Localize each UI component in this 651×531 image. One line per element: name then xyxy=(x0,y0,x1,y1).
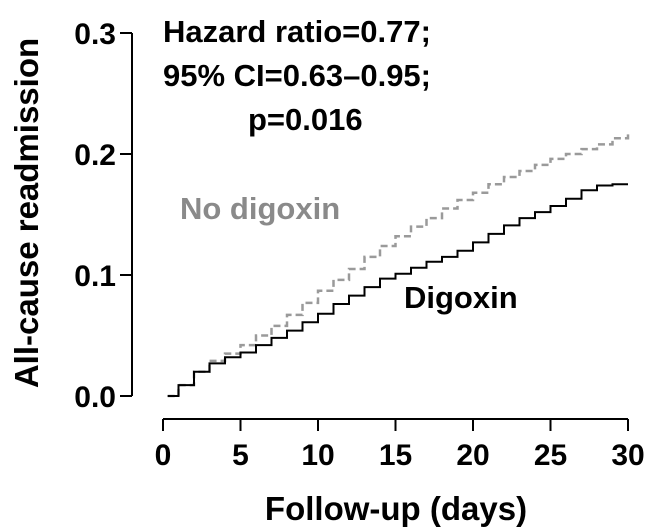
annotation-line-2: 95% CI=0.63–0.95; xyxy=(163,58,431,93)
x-tick-label: 10 xyxy=(301,439,334,472)
annotation-line-3: p=0.016 xyxy=(248,102,363,137)
y-tick-label: 0.3 xyxy=(74,18,116,51)
legend-label-no-digoxin: No digoxin xyxy=(180,191,340,226)
y-tick-label: 0.2 xyxy=(74,139,116,172)
y-tick-label: 0.0 xyxy=(74,381,116,414)
series-line-digoxin xyxy=(167,183,628,397)
axes: 0.0 0.1 0.2 0.3 0 5 10 15 20 25 30 xyxy=(74,18,644,472)
series-line-no-digoxin xyxy=(167,131,630,398)
x-tick-label: 30 xyxy=(611,439,644,472)
x-tick-label: 25 xyxy=(534,439,567,472)
annotation-line-1: Hazard ratio=0.77; xyxy=(163,14,431,49)
x-tick-label: 15 xyxy=(379,439,412,472)
series-layer xyxy=(167,131,630,398)
x-tick-label: 5 xyxy=(232,439,249,472)
legend-label-digoxin: Digoxin xyxy=(404,280,518,315)
x-axis-label: Follow-up (days) xyxy=(265,490,527,527)
x-tick-label: 0 xyxy=(155,439,172,472)
y-axis-label: All-cause readmission xyxy=(8,38,45,388)
x-tick-label: 20 xyxy=(456,439,489,472)
y-tick-label: 0.1 xyxy=(74,260,116,293)
